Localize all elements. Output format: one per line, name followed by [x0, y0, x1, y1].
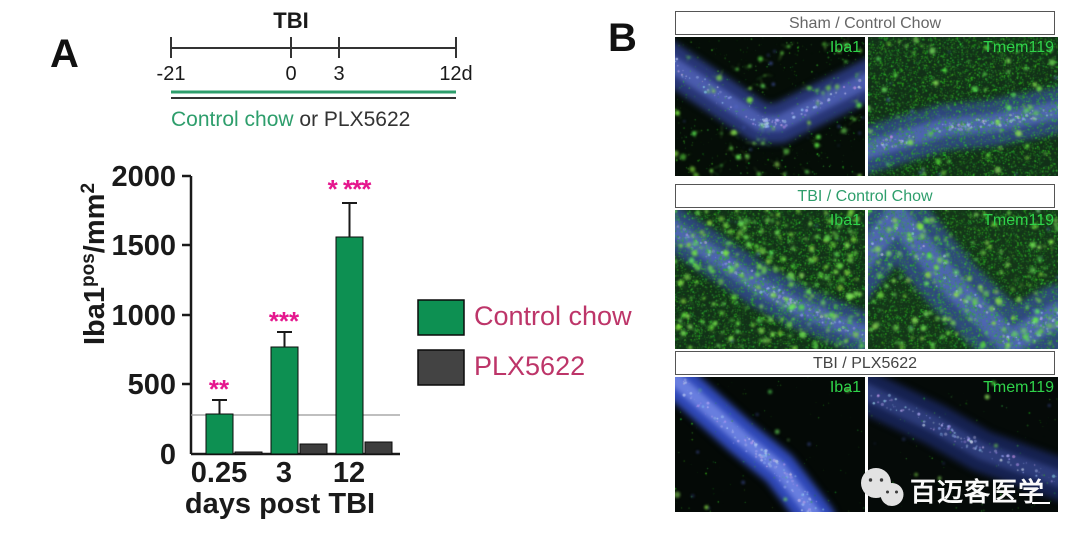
- svg-text:1500: 1500: [111, 230, 176, 262]
- svg-text:* ***: * ***: [328, 174, 373, 204]
- svg-text:3: 3: [276, 457, 292, 489]
- svg-text:0: 0: [160, 439, 176, 471]
- svg-text:***: ***: [269, 306, 300, 336]
- svg-text:0.25: 0.25: [191, 457, 247, 489]
- svg-text:PLX5622: PLX5622: [474, 351, 585, 381]
- svg-text:days post TBI: days post TBI: [185, 488, 375, 520]
- svg-text:Control chow: Control chow: [474, 301, 632, 331]
- svg-text:**: **: [209, 374, 230, 404]
- svg-text:12: 12: [333, 457, 365, 489]
- svg-text:1000: 1000: [111, 300, 176, 332]
- svg-text:Iba1pos/mm2: Iba1pos/mm2: [78, 183, 112, 345]
- svg-text:2000: 2000: [111, 161, 176, 193]
- svg-text:500: 500: [128, 369, 176, 401]
